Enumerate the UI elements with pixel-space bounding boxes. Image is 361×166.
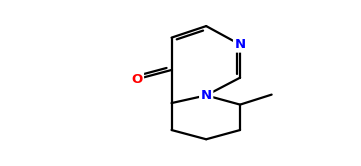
- Text: N: N: [201, 89, 212, 102]
- Text: N: N: [235, 38, 245, 51]
- Text: O: O: [131, 73, 143, 86]
